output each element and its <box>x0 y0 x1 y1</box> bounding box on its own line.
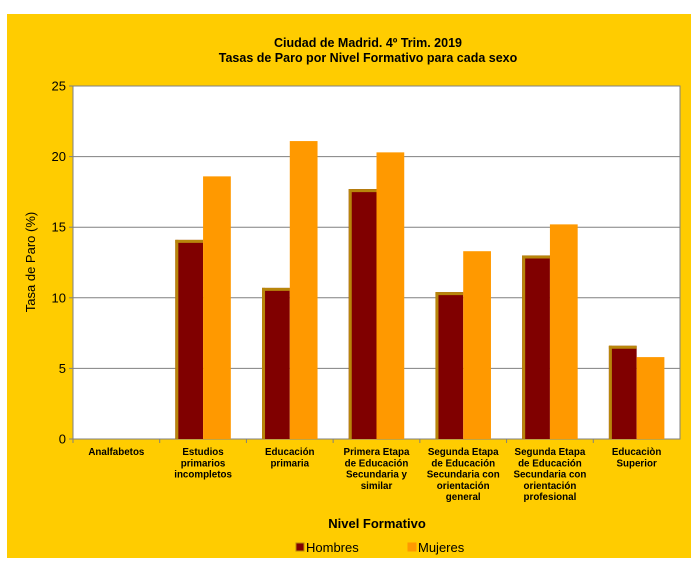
x-category-line: Educación <box>265 447 315 458</box>
legend-swatch-mujeres <box>407 542 417 552</box>
bar-mujeres <box>376 152 405 439</box>
bar-hombres <box>522 255 550 439</box>
x-category-line: Primera Etapa <box>344 447 410 458</box>
x-category-label: Educación primaria <box>265 447 315 469</box>
bar-fill <box>549 224 578 439</box>
x-category-line: de Educación <box>345 458 409 469</box>
x-category-line: primarios <box>181 458 226 469</box>
bar-fill <box>463 251 491 439</box>
x-axis-title: Nivel Formativo <box>328 516 426 531</box>
x-axis-categories: Analfabetos Estudios primarios incompletosE… <box>72 439 662 503</box>
x-category-line: primaria <box>270 458 309 469</box>
x-category-line: profesional <box>524 492 577 503</box>
x-category-label: Primera Etapa de Educación Secundaria y sim… <box>344 447 410 492</box>
x-category-line: Superior <box>616 458 656 469</box>
bar-hombres <box>348 189 377 439</box>
x-category-line: Estudios <box>182 447 224 458</box>
x-category-line: Secundaria y <box>346 470 408 481</box>
bar-fill <box>289 141 318 439</box>
bar-chart: Ciudad de Madrid. 4º Trim. 2019 Tasas de… <box>23 36 681 555</box>
legend-label-mujeres: Mujeres <box>418 540 465 555</box>
x-category-line: Secundaria con <box>513 470 586 481</box>
x-category-line: Segunda Etapa <box>428 447 499 458</box>
y-tick-label: 20 <box>52 149 66 164</box>
x-category-label: Estudios primarios incompletos <box>174 447 232 481</box>
y-tick-label: 10 <box>52 290 66 305</box>
y-tick-label: 15 <box>52 220 66 235</box>
bar-mujeres <box>636 357 665 439</box>
x-category-line: de Educación <box>431 458 495 469</box>
x-category-line: general <box>446 492 481 503</box>
x-category-line: Analfabetos <box>88 447 145 458</box>
x-category-line: Educaciòn <box>612 447 662 458</box>
bar-fill <box>203 176 231 440</box>
bars <box>175 141 665 440</box>
bar-fill <box>376 152 405 439</box>
x-category-line: similar <box>361 481 393 492</box>
bar-fill <box>435 292 464 439</box>
bar-fill <box>175 239 204 439</box>
legend: Hombres Mujeres <box>295 540 465 555</box>
bar-fill <box>636 357 665 439</box>
y-tick-label: 25 <box>52 79 66 94</box>
bar-hombres <box>262 287 290 439</box>
chart-title: Ciudad de Madrid. 4º Trim. 2019 <box>274 36 462 50</box>
x-category-line: orientación <box>524 481 577 492</box>
bar-fill <box>608 345 637 439</box>
x-category-line: incompletos <box>174 470 232 481</box>
bar-fill <box>348 189 377 439</box>
y-axis-title: Tasa de Paro (%) <box>23 212 38 312</box>
x-category-label: Segunda Etapa de Educación Secundaria con o… <box>513 447 586 503</box>
bar-mujeres <box>463 251 491 439</box>
legend-label-hombres: Hombres <box>306 540 359 555</box>
chart-frame: Ciudad de Madrid. 4º Trim. 2019 Tasas de… <box>7 14 691 558</box>
x-category-line: Secundaria con <box>427 470 500 481</box>
bar-mujeres <box>203 176 231 440</box>
x-category-line: orientación <box>437 481 490 492</box>
x-category-line: Segunda Etapa <box>515 447 586 458</box>
bar-mujeres <box>289 141 318 439</box>
x-category-label: Segunda Etapa de Educación Secundaria con o… <box>427 447 500 503</box>
x-category-label: Educaciòn Superior <box>612 447 662 469</box>
legend-swatch-hombres <box>295 542 305 552</box>
bar-hombres <box>608 345 637 439</box>
y-tick-label: 5 <box>59 361 66 376</box>
x-category-label: Analfabetos <box>88 447 145 458</box>
y-tick-label: 0 <box>59 432 66 447</box>
chart-subtitle: Tasas de Paro por Nivel Formativo para c… <box>219 51 518 65</box>
bar-hombres <box>435 292 464 439</box>
bar-fill <box>262 287 290 439</box>
bar-fill <box>522 255 550 439</box>
x-category-line: de Educación <box>518 458 582 469</box>
bar-hombres <box>175 239 204 439</box>
y-axis-ticks: 0 5 10 15 20 25 <box>52 79 73 447</box>
bar-mujeres <box>549 224 578 439</box>
